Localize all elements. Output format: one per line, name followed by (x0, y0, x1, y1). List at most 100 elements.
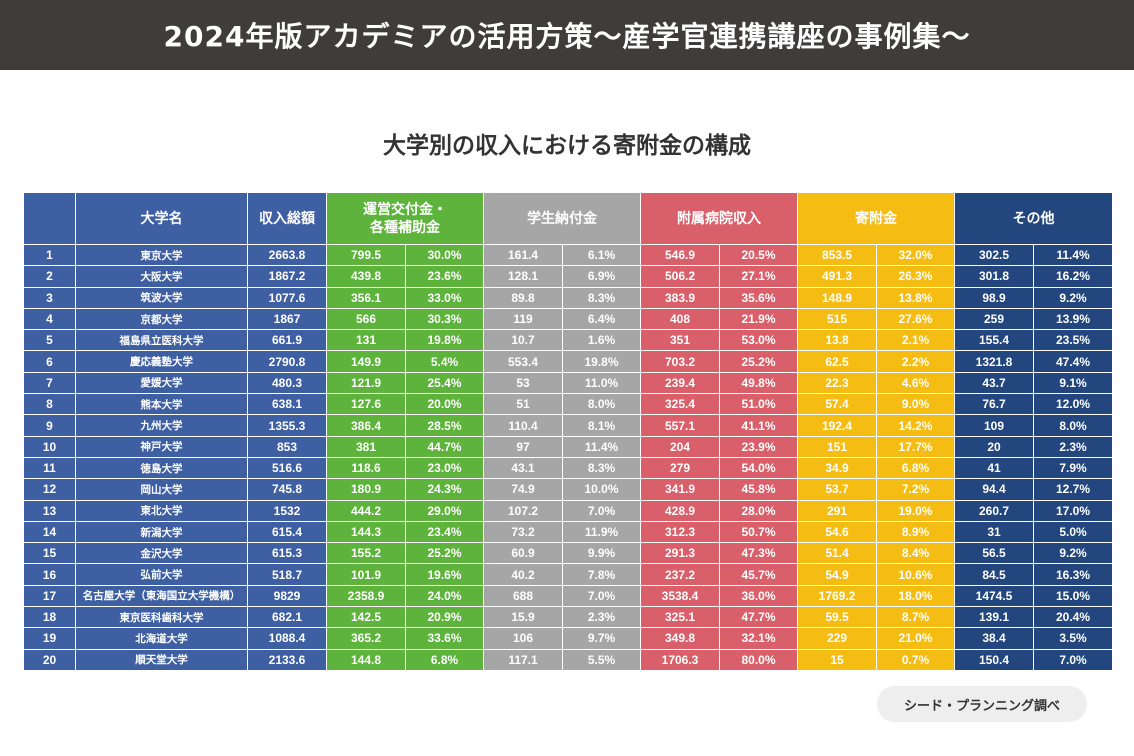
table-row: 3 筑波大学 1077.6 356.1 33.0% 89.8 8.3% 383.9 35.6% 1… (23, 286, 1113, 309)
table-row: 7 愛媛大学 480.3 121.9 25.4% 53 11.0% 239.4 49.8% 22.… (23, 371, 1113, 395)
hospital-share-cell: 53.0% (719, 329, 798, 352)
hospital-value-cell: 237.2 (640, 563, 720, 586)
rank-cell: 13 (23, 499, 76, 522)
donations-value-cell: 192.4 (797, 414, 877, 437)
table-row: 20 順天堂大学 2133.6 144.8 6.8% 117.1 5.5% 1706.3 80.… (23, 648, 1113, 671)
other-value-cell: 41 (954, 456, 1034, 480)
rank-cell: 10 (23, 435, 76, 458)
tuition-share-cell: 6.9% (562, 265, 641, 288)
grants-value-cell: 2358.9 (326, 584, 406, 608)
donations-value-cell: 22.3 (797, 371, 877, 395)
total-income-cell: 2133.6 (247, 648, 327, 671)
donations-share-cell: 27.6% (876, 307, 955, 331)
tuition-value-cell: 74.9 (483, 478, 563, 501)
table-row: 4 京都大学 1867 566 30.3% 119 6.4% 408 21.9% 515 27.6%… (23, 307, 1113, 331)
other-value-cell: 155.4 (954, 329, 1034, 352)
total-income-cell: 1867.2 (247, 265, 327, 288)
donations-share-cell: 21.0% (876, 627, 955, 650)
hospital-share-cell: 35.6% (719, 286, 798, 309)
tuition-share-cell: 10.0% (562, 478, 641, 501)
table-row: 18 東京医科歯科大学 682.1 142.5 20.9% 15.9 2.3% 325.1 47… (23, 606, 1113, 629)
grants-value-cell: 180.9 (326, 478, 406, 501)
tuition-value-cell: 43.1 (483, 456, 563, 480)
other-value-cell: 20 (954, 435, 1034, 458)
total-income-cell: 682.1 (247, 606, 327, 629)
donations-share-cell: 9.0% (876, 393, 955, 416)
hospital-share-cell: 32.1% (719, 627, 798, 650)
other-share-cell: 16.3% (1033, 563, 1113, 586)
grants-share-cell: 5.4% (405, 350, 484, 373)
grants-share-cell: 19.6% (405, 563, 484, 586)
hospital-value-cell: 279 (640, 456, 720, 480)
hospital-value-cell: 557.1 (640, 414, 720, 437)
rank-cell: 1 (23, 243, 76, 267)
rank-cell: 4 (23, 307, 76, 331)
page-title: 2024年版アカデミアの活用方策〜産学官連携講座の事例集〜 (163, 20, 971, 53)
donations-share-cell: 8.7% (876, 606, 955, 629)
total-income-cell: 1532 (247, 499, 327, 522)
university-name-cell: 慶応義塾大学 (75, 350, 248, 373)
university-name-cell: 弘前大学 (75, 563, 248, 586)
other-share-cell: 9.2% (1033, 542, 1113, 565)
grants-value-cell: 386.4 (326, 414, 406, 437)
table-row: 19 北海道大学 1088.4 365.2 33.6% 106 9.7% 349.8 32.1%… (23, 627, 1113, 650)
page-banner: 2024年版アカデミアの活用方策〜産学官連携講座の事例集〜 (0, 0, 1134, 70)
university-name-cell: 大阪大学 (75, 265, 248, 288)
donations-value-cell: 491.3 (797, 265, 877, 288)
table-row: 10 神戸大学 853 381 44.7% 97 11.4% 204 23.9% 151 17.7%… (23, 435, 1113, 458)
rank-cell: 12 (23, 478, 76, 501)
total-income-cell: 518.7 (247, 563, 327, 586)
header-grants: 運営交付金・ 各種補助金 (326, 192, 484, 245)
rank-cell: 8 (23, 393, 76, 416)
donations-value-cell: 515 (797, 307, 877, 331)
tuition-share-cell: 9.9% (562, 542, 641, 565)
donations-value-cell: 291 (797, 499, 877, 522)
table-header-row: 大学名 収入総額 運営交付金・ 各種補助金 学生納付金 附属病院収入 寄附金 そ… (23, 192, 1113, 245)
other-share-cell: 17.0% (1033, 499, 1113, 522)
hospital-value-cell: 703.2 (640, 350, 720, 373)
hospital-share-cell: 41.1% (719, 414, 798, 437)
tuition-value-cell: 73.2 (483, 520, 563, 544)
other-share-cell: 16.2% (1033, 265, 1113, 288)
grants-share-cell: 23.6% (405, 265, 484, 288)
hospital-value-cell: 312.3 (640, 520, 720, 544)
donations-share-cell: 19.0% (876, 499, 955, 522)
total-income-cell: 661.9 (247, 329, 327, 352)
university-name-cell: 東京医科歯科大学 (75, 606, 248, 629)
tuition-value-cell: 553.4 (483, 350, 563, 373)
other-share-cell: 13.9% (1033, 307, 1113, 331)
header-hospital: 附属病院収入 (640, 192, 798, 245)
rank-cell: 5 (23, 329, 76, 352)
hospital-value-cell: 325.4 (640, 393, 720, 416)
total-income-cell: 480.3 (247, 371, 327, 395)
table-row: 17 名古屋大学（東海国立大学機構） 9829 2358.9 24.0% 688 7.0% 3… (23, 584, 1113, 608)
tuition-value-cell: 53 (483, 371, 563, 395)
hospital-share-cell: 27.1% (719, 265, 798, 288)
grants-share-cell: 28.5% (405, 414, 484, 437)
other-value-cell: 84.5 (954, 563, 1034, 586)
other-value-cell: 139.1 (954, 606, 1034, 629)
grants-value-cell: 155.2 (326, 542, 406, 565)
tuition-value-cell: 89.8 (483, 286, 563, 309)
header-tuition: 学生納付金 (483, 192, 641, 245)
source-badge: シード・プランニング調べ (877, 686, 1087, 722)
donations-share-cell: 6.8% (876, 456, 955, 480)
tuition-share-cell: 7.0% (562, 499, 641, 522)
table-row: 1 東京大学 2663.8 799.5 30.0% 161.4 6.1% 546.9 20.5%… (23, 243, 1113, 267)
hospital-share-cell: 51.0% (719, 393, 798, 416)
table-row: 2 大阪大学 1867.2 439.8 23.6% 128.1 6.9% 506.2 27.1%… (23, 265, 1113, 288)
tuition-share-cell: 5.5% (562, 648, 641, 671)
other-share-cell: 20.4% (1033, 606, 1113, 629)
other-share-cell: 8.0% (1033, 414, 1113, 437)
hospital-value-cell: 546.9 (640, 243, 720, 267)
donations-share-cell: 7.2% (876, 478, 955, 501)
grants-value-cell: 356.1 (326, 286, 406, 309)
tuition-value-cell: 107.2 (483, 499, 563, 522)
tuition-share-cell: 8.1% (562, 414, 641, 437)
total-income-cell: 615.4 (247, 520, 327, 544)
grants-value-cell: 121.9 (326, 371, 406, 395)
other-share-cell: 23.5% (1033, 329, 1113, 352)
total-income-cell: 1355.3 (247, 414, 327, 437)
university-name-cell: 九州大学 (75, 414, 248, 437)
donations-value-cell: 59.5 (797, 606, 877, 629)
